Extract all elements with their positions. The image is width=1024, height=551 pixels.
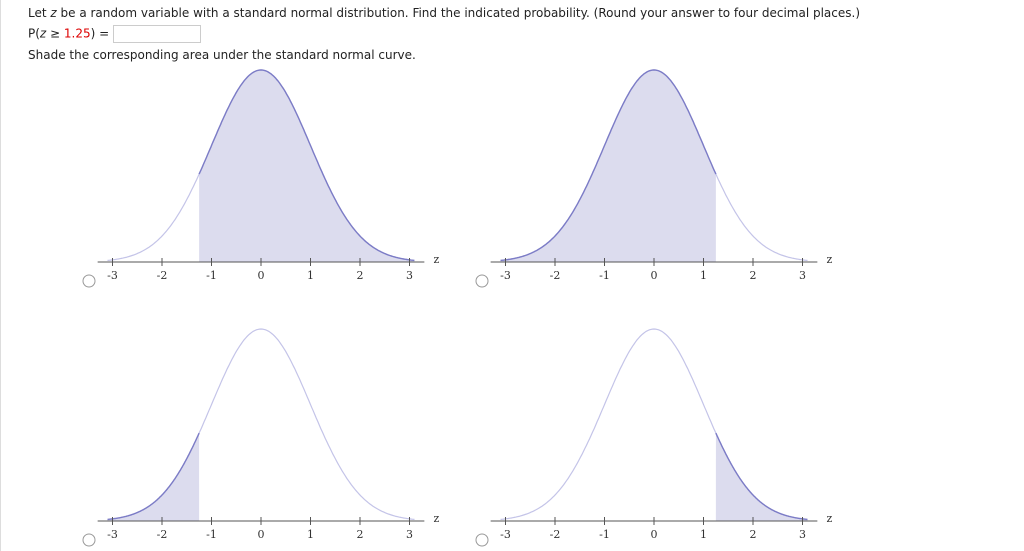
tick-label: 2 [750, 269, 757, 282]
shaded-area [199, 70, 415, 262]
tick-label: 2 [357, 269, 364, 282]
tick-label: -2 [550, 269, 561, 282]
shaded-area [500, 70, 716, 262]
question-text: be a random variable with a standard nor… [56, 6, 861, 20]
prompt-text: ≥ [46, 26, 64, 41]
prompt-var: z [39, 26, 47, 41]
tick-label: -3 [107, 269, 118, 282]
tick-label: -2 [157, 528, 168, 541]
option-radio[interactable] [82, 533, 96, 547]
axis-label: z [433, 512, 439, 525]
tick-label: 3 [406, 528, 413, 541]
prompt-text: P( [28, 26, 40, 41]
tick-label: 0 [651, 269, 658, 282]
curve [107, 328, 415, 520]
tick-label: 3 [799, 528, 806, 541]
prompt-value: 1.25 [63, 26, 91, 41]
tick-label: 2 [357, 528, 364, 541]
tick-label: 1 [700, 528, 707, 541]
tick-label: 2 [750, 528, 757, 541]
axis-label: z [433, 253, 439, 266]
tick-label: 3 [799, 269, 806, 282]
question: Let z be a random variable with a standa… [28, 6, 860, 20]
shaded-area [107, 433, 200, 521]
shaded-area [715, 433, 808, 521]
axis-label: z [826, 512, 832, 525]
option-radio[interactable] [475, 274, 489, 288]
tick-label: -3 [500, 528, 511, 541]
curve-shaded-edge [500, 69, 717, 262]
tick-label: 0 [651, 528, 658, 541]
question-text: Let [28, 6, 51, 20]
tick-label: 0 [258, 528, 265, 541]
tick-label: -1 [206, 269, 217, 282]
prompt-text: ) = [90, 26, 110, 41]
option-radio[interactable] [82, 274, 96, 288]
prompt: P(z ≥ 1.25) = [28, 25, 202, 43]
tick-label: 1 [307, 528, 314, 541]
curve-shaded-edge [107, 432, 200, 521]
curve [500, 328, 808, 520]
tick-label: 3 [406, 269, 413, 282]
answer-input[interactable] [113, 25, 202, 43]
tick-label: 0 [258, 269, 265, 282]
curve-shaded-edge [715, 432, 808, 521]
tick-label: 1 [307, 269, 314, 282]
option-radio[interactable] [475, 533, 489, 547]
curve-shaded-edge [198, 69, 415, 262]
tick-label: -2 [157, 269, 168, 282]
instruction: Shade the corresponding area under the s… [28, 48, 416, 62]
tick-label: -3 [500, 269, 511, 282]
tick-label: -1 [206, 528, 217, 541]
question-var: z [50, 6, 57, 20]
tick-label: -2 [550, 528, 561, 541]
tick-label: -3 [107, 528, 118, 541]
tick-label: -1 [599, 528, 610, 541]
axis-label: z [826, 253, 832, 266]
tick-label: -1 [599, 269, 610, 282]
tick-label: 1 [700, 269, 707, 282]
